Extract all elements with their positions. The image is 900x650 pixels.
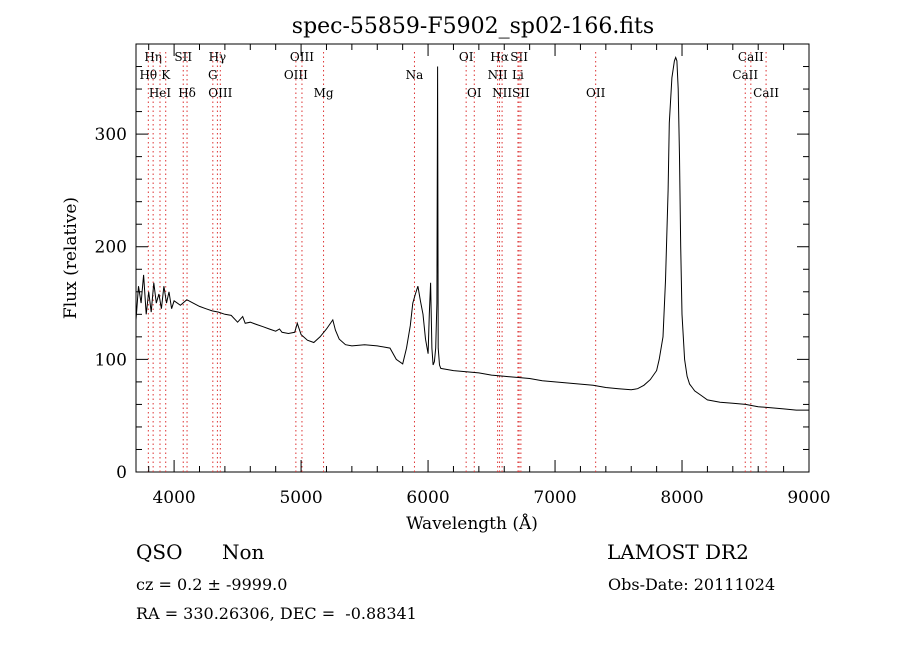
x-tick-label: 7000 — [533, 488, 576, 508]
spectral-line-label: OII — [586, 86, 606, 100]
spectral-line-label: CaII — [738, 50, 764, 64]
spectral-line-label: Li — [512, 68, 524, 82]
x-tick-label: 5000 — [279, 488, 322, 508]
spectral-line-label: SII — [512, 86, 530, 100]
spectral-line-label: Hγ — [209, 50, 227, 64]
spectral-line-label: OI — [467, 86, 482, 100]
y-tick-label: 300 — [95, 125, 127, 145]
x-tick-label: 4000 — [152, 488, 195, 508]
y-tick-label: 100 — [95, 350, 127, 370]
spectral-line-label: K — [161, 68, 171, 82]
spectral-line-label: SII — [174, 50, 192, 64]
spectral-line-label: Hδ — [178, 86, 196, 100]
survey-name: LAMOST DR2 — [607, 540, 749, 564]
spectral-line-label: Mg — [314, 86, 334, 100]
spectral-line-label: OI — [459, 50, 474, 64]
x-axis-label: Wavelength (Å) — [406, 513, 538, 534]
object-class: QSO — [136, 540, 183, 564]
spectral-line-label: Hθ — [139, 68, 157, 82]
spectral-line-label: NII — [492, 86, 512, 100]
spectral-line-label: Hη — [144, 50, 162, 64]
spectral-line-label: OIII — [208, 86, 232, 100]
x-tick-label: 8000 — [660, 488, 703, 508]
x-tick-label: 9000 — [787, 488, 830, 508]
object-subclass: Non — [222, 540, 265, 564]
observation-date: Obs-Date: 20111024 — [608, 575, 776, 594]
spectral-line-label: Hα — [490, 50, 509, 64]
spectral-line-label: CaII — [753, 86, 779, 100]
chart-title: spec-55859-F5902_sp02-166.fits — [292, 14, 654, 39]
spectral-line-label: Na — [406, 68, 424, 82]
plot-frame — [135, 43, 810, 473]
spectral-line-label: HeI — [149, 86, 172, 100]
spectral-line-label: OIII — [284, 68, 308, 82]
spectral-line-label: NII — [488, 68, 508, 82]
spectral-line-markers: HηHθHeIKSIIHδHγGOIIIOIIIOIIIMgNaOIOIHαNI… — [139, 50, 779, 472]
y-axis-label: Flux (relative) — [61, 197, 81, 319]
redshift-readout: cz = 0.2 ± -9999.0 — [136, 575, 288, 594]
spectrum-line — [135, 56, 809, 411]
spectral-line-label: CaII — [732, 68, 758, 82]
y-tick-label: 0 — [116, 463, 127, 483]
coordinates-readout: RA = 330.26306, DEC = -0.88341 — [136, 604, 417, 623]
spectral-line-label: OIII — [290, 50, 314, 64]
axis-ticks: 4000 5000 6000 7000 8000 9000 0 100 200 300 — [95, 44, 831, 508]
spectral-line-label: SII — [510, 50, 528, 64]
spectral-line-label: G — [208, 68, 218, 82]
x-tick-label: 6000 — [406, 488, 449, 508]
y-tick-label: 200 — [95, 238, 127, 258]
